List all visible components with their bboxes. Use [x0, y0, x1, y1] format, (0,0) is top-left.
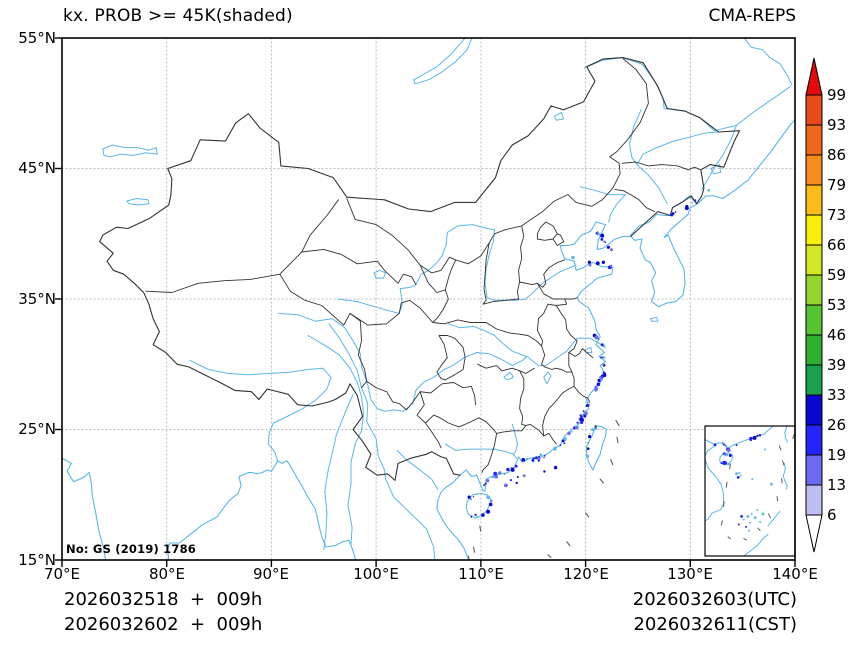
- x-tick-100e: 100°E: [353, 565, 399, 583]
- x-tick-80e: 80°E: [148, 565, 186, 583]
- colorbar-tick-86: 86: [827, 146, 847, 164]
- model-label: CMA-REPS: [708, 6, 796, 26]
- map-approval-number: No: GS (2019) 1786: [66, 542, 196, 556]
- grid-lines: [62, 38, 795, 560]
- y-tick-45n: 45°N: [18, 159, 56, 177]
- colorbar-tick-13: 13: [827, 476, 847, 494]
- colorbar-tick-33: 33: [827, 386, 847, 404]
- colorbar-tick-99: 99: [827, 86, 847, 104]
- colorbar-tick-59: 59: [827, 266, 847, 284]
- y-tick-25n: 25°N: [18, 420, 56, 438]
- y-tick-55n: 55°N: [18, 29, 56, 47]
- valid-time-cst: 2026032611(CST): [633, 614, 797, 635]
- colorbar-tick-46: 46: [827, 326, 847, 344]
- valid-time-utc: 2026032603(UTC): [632, 589, 797, 610]
- south-china-sea-inset: [704, 425, 796, 557]
- colorbar-tick-66: 66: [827, 236, 847, 254]
- probability-shading: [467, 188, 710, 518]
- x-tick-120e: 120°E: [563, 565, 609, 583]
- init-time-utc: 2026032518 + 009h: [64, 589, 263, 610]
- x-tick-140e: 140°E: [772, 565, 818, 583]
- page-title: kx. PROB >= 45K(shaded): [63, 6, 293, 26]
- x-tick-130e: 130°E: [667, 565, 713, 583]
- x-tick-70e: 70°E: [43, 565, 81, 583]
- colorbar-tick-39: 39: [827, 356, 847, 374]
- maritime-dash-lines: [467, 419, 620, 560]
- colorbar-tick-19: 19: [827, 446, 847, 464]
- x-tick-90e: 90°E: [252, 565, 290, 583]
- colorbar-tick-93: 93: [827, 116, 847, 134]
- colorbar-tick-26: 26: [827, 416, 847, 434]
- colorbar-tick-73: 73: [827, 206, 847, 224]
- colorbar-tick-79: 79: [827, 176, 847, 194]
- y-tick-35n: 35°N: [18, 290, 56, 308]
- init-time-cst: 2026032602 + 009h: [64, 614, 263, 635]
- axes-frame: [55, 37, 796, 567]
- x-tick-110e: 110°E: [458, 565, 504, 583]
- y-tick-15n: 15°N: [18, 551, 56, 569]
- political-boundaries: [99, 57, 741, 481]
- colorbar-tick-53: 53: [827, 296, 847, 314]
- colorbar-tick-6: 6: [827, 506, 837, 524]
- colorbar: [805, 57, 823, 553]
